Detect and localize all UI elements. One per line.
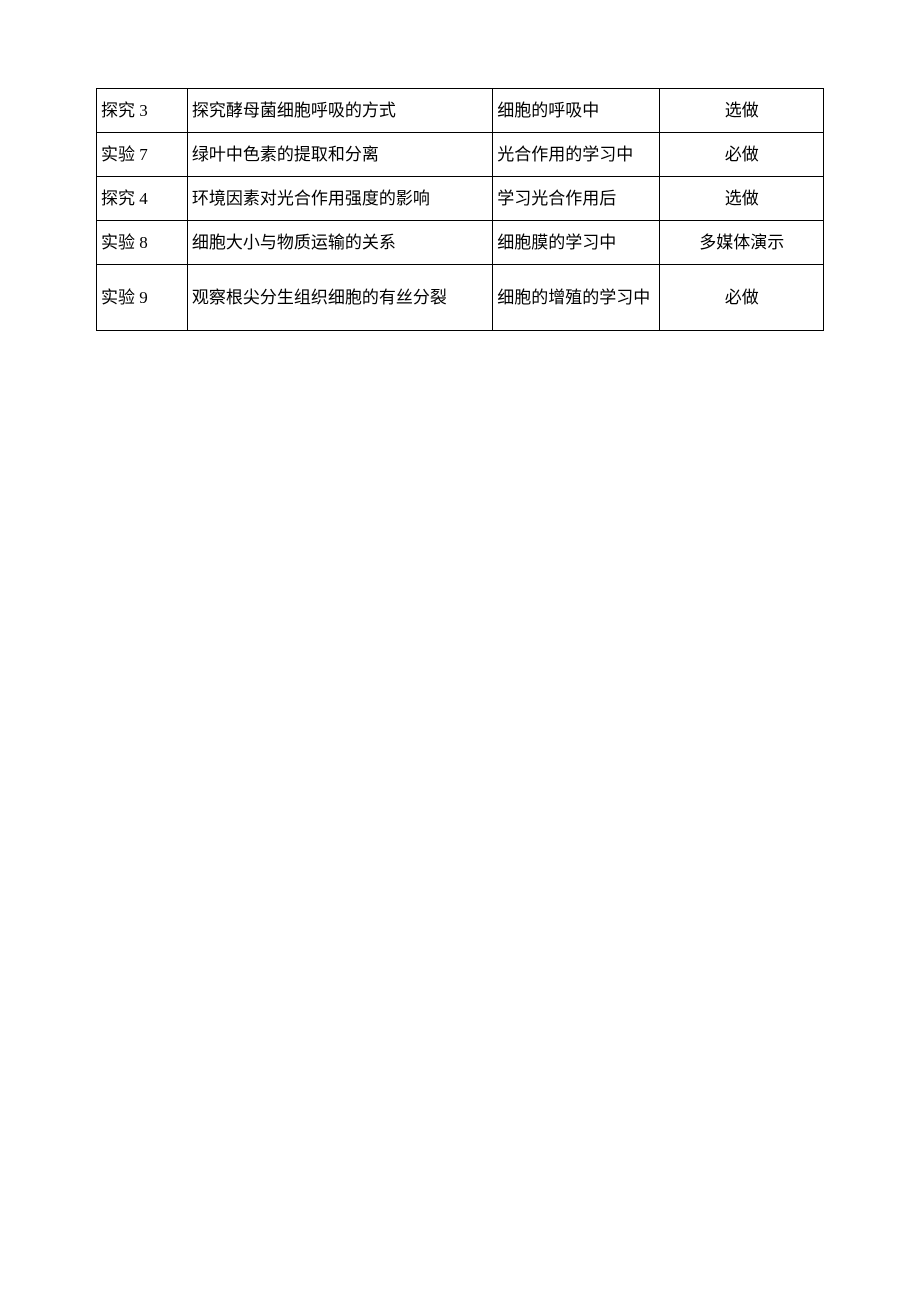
exp-context: 细胞的呼吸中 (493, 89, 660, 133)
table-row: 实验 9 观察根尖分生组织细胞的有丝分裂 细胞的增殖的学习中 必做 (97, 265, 824, 331)
exp-note: 选做 (660, 89, 824, 133)
exp-code: 实验 9 (97, 265, 188, 331)
table-row: 实验 7 绿叶中色素的提取和分离 光合作用的学习中 必做 (97, 133, 824, 177)
exp-context: 光合作用的学习中 (493, 133, 660, 177)
exp-note: 必做 (660, 265, 824, 331)
exp-name: 环境因素对光合作用强度的影响 (187, 177, 492, 221)
exp-code: 探究 3 (97, 89, 188, 133)
exp-context: 细胞的增殖的学习中 (493, 265, 660, 331)
table-row: 实验 8 细胞大小与物质运输的关系 细胞膜的学习中 多媒体演示 (97, 221, 824, 265)
exp-name: 观察根尖分生组织细胞的有丝分裂 (187, 265, 492, 331)
exp-note: 选做 (660, 177, 824, 221)
exp-code: 实验 7 (97, 133, 188, 177)
exp-note: 多媒体演示 (660, 221, 824, 265)
exp-context: 学习光合作用后 (493, 177, 660, 221)
exp-name: 细胞大小与物质运输的关系 (187, 221, 492, 265)
table-row: 探究 4 环境因素对光合作用强度的影响 学习光合作用后 选做 (97, 177, 824, 221)
experiment-table: 探究 3 探究酵母菌细胞呼吸的方式 细胞的呼吸中 选做 实验 7 绿叶中色素的提… (96, 88, 824, 331)
table-row: 探究 3 探究酵母菌细胞呼吸的方式 细胞的呼吸中 选做 (97, 89, 824, 133)
exp-context: 细胞膜的学习中 (493, 221, 660, 265)
exp-code: 实验 8 (97, 221, 188, 265)
exp-note: 必做 (660, 133, 824, 177)
exp-name: 绿叶中色素的提取和分离 (187, 133, 492, 177)
exp-code: 探究 4 (97, 177, 188, 221)
exp-name: 探究酵母菌细胞呼吸的方式 (187, 89, 492, 133)
